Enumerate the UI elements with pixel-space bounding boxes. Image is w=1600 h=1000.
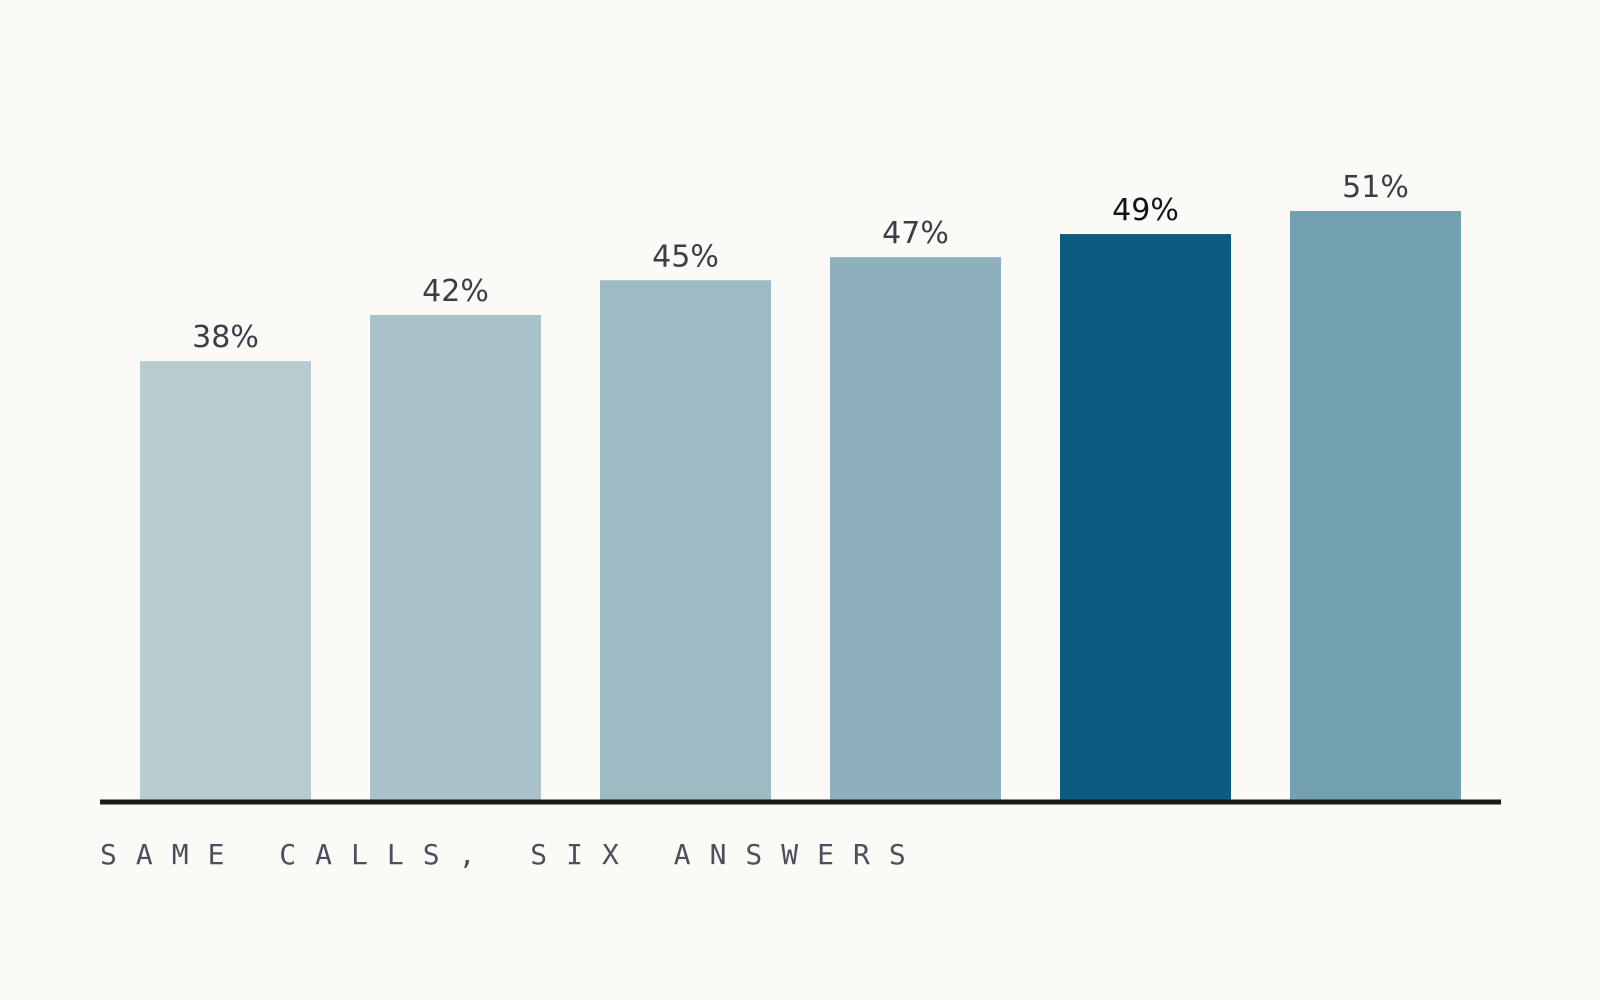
bar-value-label-6: 51% bbox=[1342, 170, 1409, 205]
bar-2 bbox=[370, 314, 541, 800]
bar-value-label-2: 42% bbox=[422, 274, 489, 309]
value-labels-layer: 38% 42% 45% 47% 49% 51% bbox=[192, 170, 1409, 355]
bar-1 bbox=[140, 361, 311, 800]
bar-5 bbox=[1060, 234, 1231, 801]
bar-3 bbox=[600, 280, 771, 800]
bars-layer bbox=[140, 210, 1461, 801]
bar-value-label-1: 38% bbox=[192, 320, 259, 355]
bar-6 bbox=[1290, 210, 1461, 800]
bar-4 bbox=[830, 257, 1001, 800]
bar-value-label-5: 49% bbox=[1112, 193, 1179, 228]
chart-caption: SAME CALLS, SIX ANSWERS bbox=[100, 838, 925, 871]
bar-value-label-4: 47% bbox=[882, 216, 949, 251]
bar-value-label-3: 45% bbox=[652, 239, 719, 274]
